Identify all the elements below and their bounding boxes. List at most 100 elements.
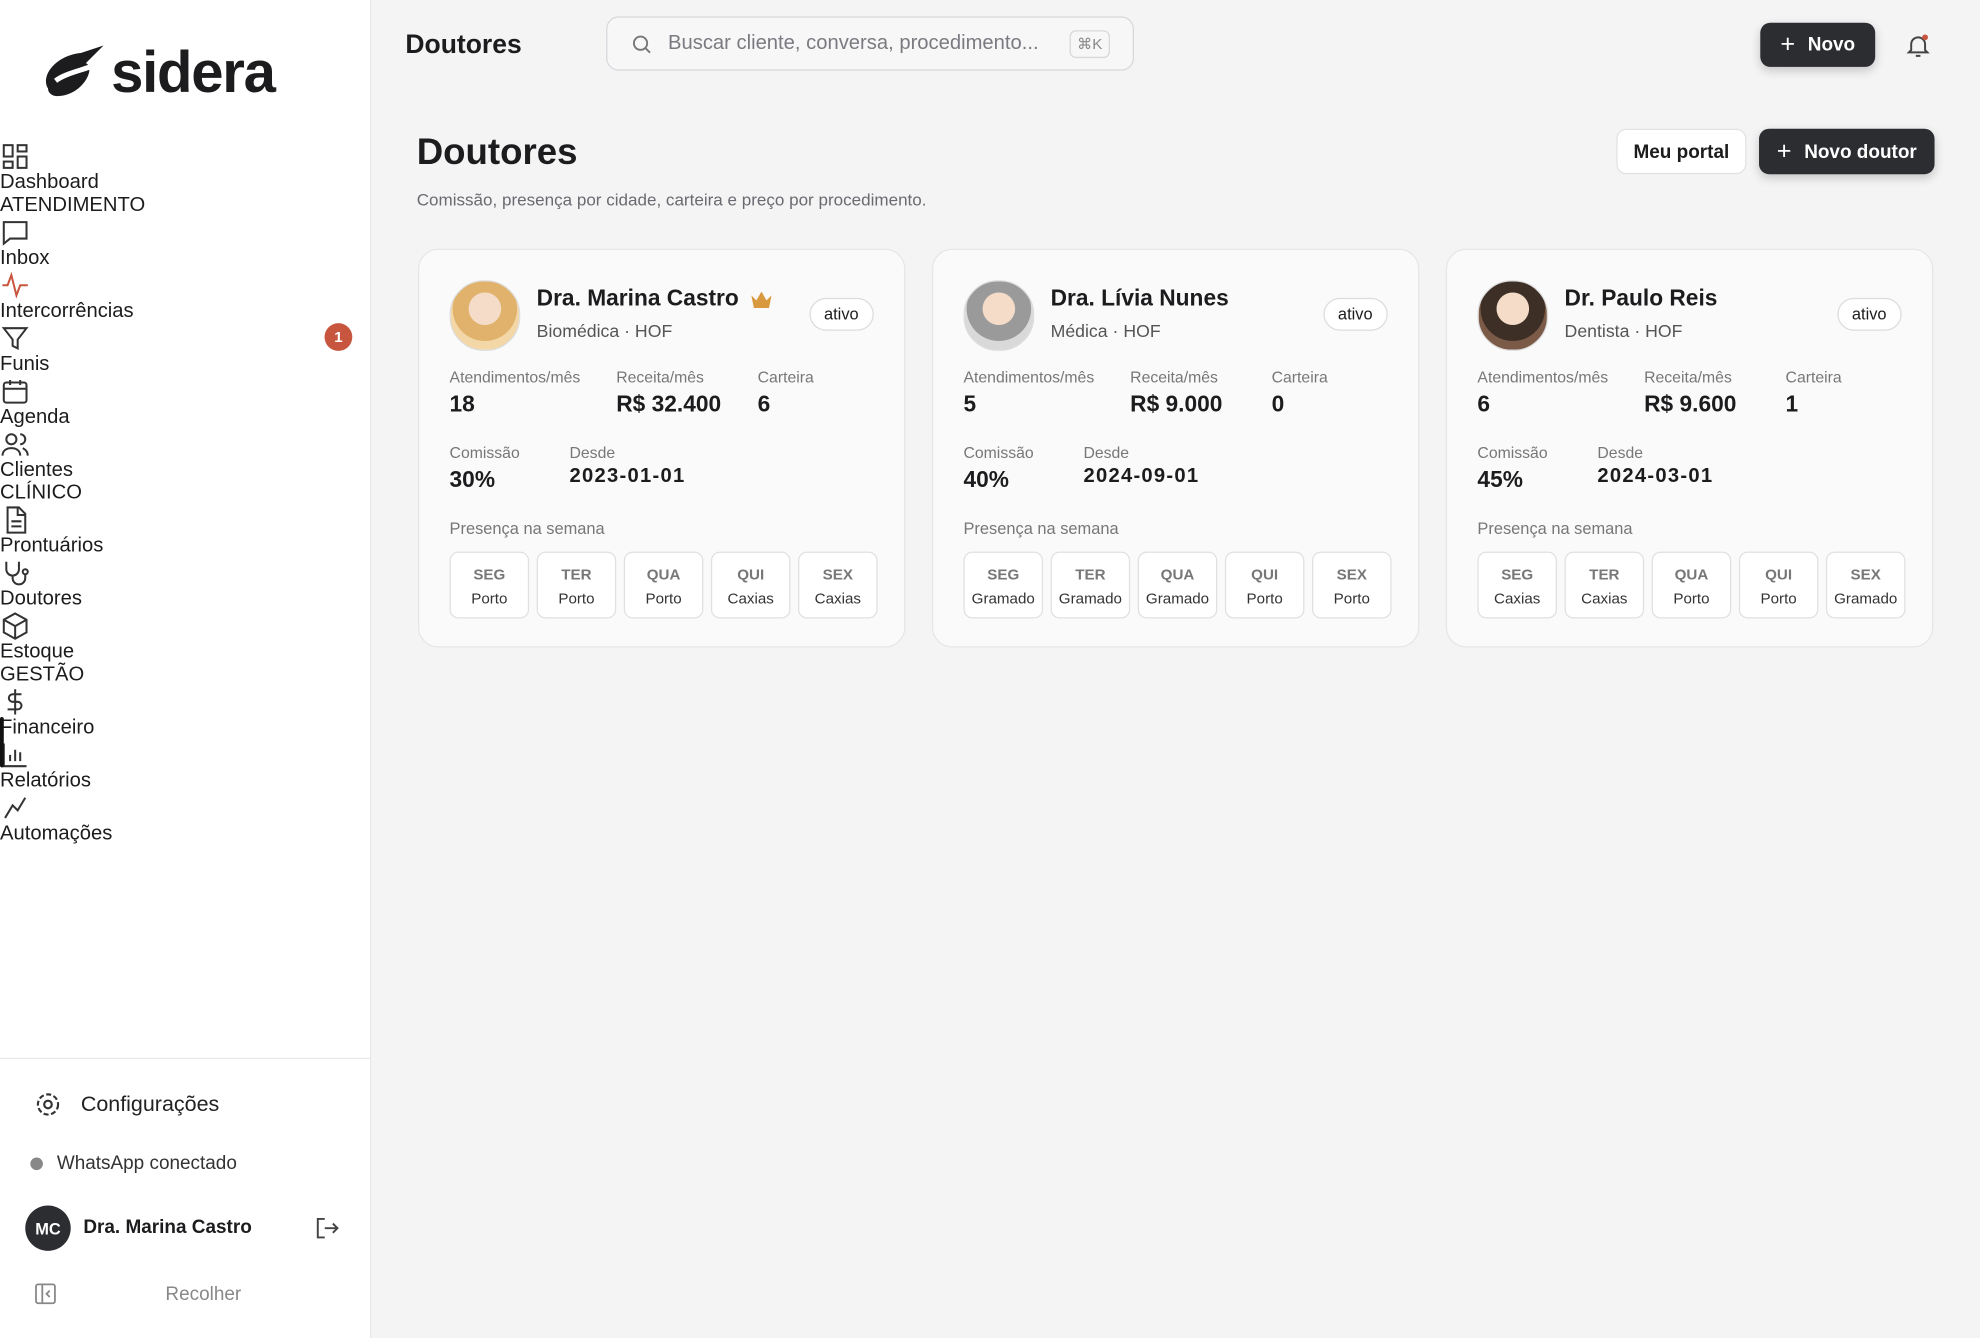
status-pill: ativo (1322, 297, 1388, 331)
day-label: TER (561, 565, 592, 584)
nav-section: CLÍNICO (0, 482, 82, 504)
logo-mark (46, 45, 104, 97)
logout-icon[interactable] (313, 1214, 341, 1242)
presence-day: SEG Gramado (963, 551, 1044, 619)
settings[interactable]: Configurações (15, 1075, 355, 1133)
presence-day: QUI Porto (1738, 551, 1819, 619)
day-label: QUA (1160, 565, 1195, 584)
day-city: Porto (1760, 589, 1797, 608)
day-city: Porto (1246, 589, 1283, 608)
nav-label: Prontuários (0, 535, 104, 557)
add-doctor-button[interactable]: + Novo doutor (1759, 128, 1935, 175)
nav-item[interactable]: Funis (0, 323, 370, 376)
add-doctor-label: Novo doutor (1804, 140, 1917, 163)
stat-value: 2023-01-01 (569, 465, 686, 488)
stat-label: Desde (1597, 444, 1644, 462)
nav-icon (0, 376, 370, 406)
nav-icon (0, 270, 370, 300)
stat-value: 40% (963, 467, 1009, 493)
presence-title: Presença na semana (1477, 518, 1633, 538)
presence-day: SEX Gramado (1825, 551, 1906, 619)
stat-value: 18 (449, 391, 475, 417)
nav-item[interactable]: Relatórios (0, 740, 370, 793)
nav-item[interactable]: Estoque (0, 611, 370, 664)
day-label: SEG (473, 565, 506, 584)
search[interactable]: Buscar cliente, conversa, procedimento..… (606, 16, 1134, 71)
new-button[interactable]: + Novo (1760, 22, 1876, 67)
day-label: QUA (1674, 565, 1709, 584)
doctor-name: Dra. Marina Castro (536, 285, 739, 311)
nav-item[interactable]: Doutores (0, 558, 370, 611)
presence-title: Presença na semana (963, 518, 1119, 538)
stat-label: Receita/mês (616, 368, 704, 387)
day-city: Caxias (1581, 589, 1628, 608)
nav-label: Agenda (0, 406, 70, 428)
day-label: QUA (646, 565, 681, 584)
settings-label: Configurações (80, 1091, 220, 1116)
day-label: SEX (822, 565, 853, 584)
day-city: Gramado (1834, 589, 1898, 608)
presence-day: SEG Caxias (1477, 551, 1557, 619)
connection-status: WhatsApp conectado (30, 1152, 237, 1174)
stat-label: Carteira (1785, 368, 1842, 387)
nav-icon (0, 429, 370, 459)
nav-icon (0, 740, 370, 770)
presence-day: TER Gramado (1050, 551, 1131, 619)
nav-item[interactable]: Automações (0, 793, 370, 846)
presence-day: QUI Porto (1224, 551, 1305, 619)
nav-item[interactable]: Intercorrências 1 (0, 270, 370, 351)
sidebar: sidera Dashboard ATENDIMENTO Inbox Intercor… (0, 0, 372, 1338)
nav-section: ATENDIMENTO (0, 194, 146, 216)
collapse[interactable]: Recolher (165, 1283, 242, 1306)
portal-button[interactable]: Meu portal (1616, 128, 1747, 175)
doctor-name: Dr. Paulo Reis (1564, 285, 1718, 311)
nav-icon (0, 793, 370, 823)
doctor-name: Dra. Lívia Nunes (1050, 285, 1229, 311)
doctor-card: Dra. Marina Castro Biomédica · HOF ativo At… (417, 248, 906, 648)
day-label: TER (1589, 565, 1620, 584)
nav-item[interactable]: Agenda (0, 376, 370, 429)
nav-item[interactable]: Dashboard (0, 141, 370, 194)
shortcut: ⌘K (1069, 30, 1110, 59)
main: Doutores Buscar cliente, conversa, proce… (371, 0, 1980, 1338)
stat-label: Atendimentos/mês (963, 368, 1095, 387)
page-title: Doutores (416, 132, 578, 173)
stat-label: Desde (569, 444, 616, 462)
stat-label: Carteira (757, 368, 814, 387)
crown-icon (750, 290, 773, 317)
presence-day: QUA Gramado (1137, 551, 1218, 619)
stat-label: Comissão (449, 444, 520, 462)
stat-value: R$ 32.400 (616, 391, 722, 417)
active-indicator (0, 716, 4, 768)
logo: sidera (38, 38, 276, 106)
day-label: QUI (737, 565, 765, 584)
presence-day: SEX Porto (1312, 551, 1392, 619)
doctor-card: Dra. Lívia Nunes Médica · HOF ativo Atendim… (931, 248, 1420, 648)
stat-label: Comissão (963, 444, 1034, 462)
nav-item[interactable]: Clientes (0, 429, 370, 482)
stat-value: 30% (449, 467, 496, 493)
search-placeholder: Buscar cliente, conversa, procedimento..… (668, 32, 1039, 54)
stat-value: 2024-03-01 (1597, 465, 1714, 488)
day-city: Caxias (727, 589, 774, 608)
nav-label: Inbox (0, 247, 50, 269)
bell[interactable] (1904, 30, 1932, 60)
doctor-role: Médica · HOF (1050, 320, 1161, 341)
nav-item[interactable]: Inbox (0, 217, 370, 270)
nav-icon (0, 323, 370, 353)
day-city: Gramado (971, 589, 1035, 608)
status-pill: ativo (1836, 297, 1902, 331)
stat-label: Atendimentos/mês (1477, 368, 1609, 387)
nav-item[interactable]: Financeiro (0, 687, 370, 740)
presence-day: SEX Caxias (798, 551, 878, 619)
day-city: Porto (471, 589, 508, 608)
nav-label: Financeiro (0, 716, 95, 739)
stat-label: Atendimentos/mês (449, 368, 581, 387)
presence-day: SEG Porto (449, 551, 530, 619)
stat-value: R$ 9.000 (1130, 391, 1223, 417)
stat-label: Desde (1083, 444, 1130, 462)
nav-item[interactable]: Prontuários (0, 505, 370, 558)
stat-label: Comissão (1477, 444, 1548, 462)
